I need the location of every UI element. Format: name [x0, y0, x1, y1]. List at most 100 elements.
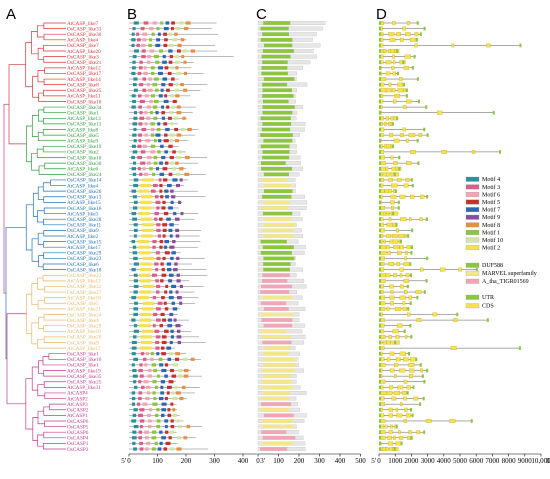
- utr-box: [379, 379, 381, 384]
- utr-box: [415, 38, 418, 42]
- motif-box: [168, 206, 173, 210]
- utr-box: [379, 402, 381, 406]
- gene-structure-panel: [378, 21, 522, 451]
- motif-box: [151, 172, 156, 176]
- cds-box: [397, 178, 402, 182]
- motif-box: [172, 413, 177, 417]
- domain-box: [263, 256, 295, 261]
- motif-box: [170, 66, 175, 70]
- motif-box: [147, 155, 152, 160]
- motif-box: [131, 32, 135, 36]
- motif-box: [131, 318, 136, 322]
- motif-box: [164, 329, 169, 333]
- motif-box: [156, 352, 160, 356]
- motif-box: [142, 228, 154, 232]
- motif-box: [160, 144, 164, 148]
- cds-box: [405, 178, 410, 182]
- motif-box: [140, 150, 146, 154]
- motif-box: [183, 88, 188, 92]
- cds-box: [403, 65, 409, 70]
- motif-box: [158, 94, 163, 98]
- motif-box: [133, 228, 138, 232]
- motif-box: [166, 105, 170, 109]
- motif-box: [157, 447, 162, 451]
- cds-box: [439, 267, 446, 272]
- legend-swatch: [465, 184, 480, 190]
- cds-box: [453, 318, 458, 323]
- motif-box: [133, 223, 138, 227]
- motif-box: [175, 60, 181, 64]
- motif-box: [159, 49, 164, 53]
- gene-label: AtCASP_like4: [67, 38, 99, 44]
- cds-box: [393, 161, 398, 166]
- domain-box: [262, 435, 296, 440]
- domain-box: [263, 391, 290, 395]
- cds-box: [403, 379, 408, 384]
- motif-box: [132, 368, 137, 373]
- domain-box: [262, 340, 292, 345]
- gene-label: AtCASP_like20: [67, 49, 101, 55]
- gene-label: OsCASP_like34: [67, 105, 102, 111]
- cds-box: [380, 21, 384, 25]
- gene-label: OsCASP_like23: [67, 256, 102, 262]
- motif-box: [148, 77, 153, 81]
- gene-label: OsCASP_like8: [67, 82, 99, 88]
- motif-box: [138, 391, 143, 395]
- motif-box: [142, 88, 147, 92]
- motif-box: [155, 111, 159, 115]
- domain-box: [261, 54, 291, 59]
- motif-box: [161, 296, 165, 300]
- motif-box: [133, 178, 139, 182]
- tick-label: 300: [209, 457, 220, 465]
- domain-box: [262, 194, 292, 199]
- domain-box: [262, 82, 288, 87]
- domain-box: [260, 38, 293, 42]
- cds-box: [389, 133, 394, 138]
- motif-box: [162, 228, 167, 232]
- motif-box: [148, 43, 153, 48]
- utr-box: [379, 222, 381, 227]
- motif-box: [161, 340, 167, 345]
- cds-box: [388, 413, 393, 418]
- cds-box: [389, 368, 395, 373]
- gene-label: OsCASP_like26: [67, 189, 102, 195]
- motif-box: [181, 55, 185, 59]
- utr-box: [423, 26, 426, 31]
- motif-box: [170, 161, 174, 165]
- motif-box: [156, 290, 160, 294]
- gene-label: AtCASP3: [67, 402, 88, 408]
- utr-box: [379, 441, 381, 446]
- motif-box: [170, 200, 174, 204]
- motif-box: [167, 318, 173, 322]
- cds-box: [408, 295, 413, 300]
- cds-box: [399, 351, 406, 356]
- cds-box: [392, 54, 395, 59]
- cds-box: [394, 306, 402, 311]
- motif-box: [174, 32, 178, 36]
- cds-box: [407, 312, 411, 317]
- motif-box: [183, 436, 188, 440]
- motif-box: [175, 94, 180, 98]
- utr-box: [456, 312, 459, 317]
- motif-box: [133, 127, 137, 132]
- motif-box: [164, 94, 168, 98]
- cds-box: [409, 37, 416, 42]
- tick-label: 6000: [469, 457, 484, 465]
- domain-box: [262, 228, 294, 233]
- cds-box: [389, 351, 395, 356]
- motif-box: [133, 234, 137, 238]
- motif-box: [171, 251, 176, 255]
- motif-box: [154, 385, 159, 389]
- cds-box: [383, 49, 387, 53]
- motif-box: [147, 88, 153, 92]
- motif-box: [174, 262, 178, 266]
- tree-branch: [42, 263, 66, 270]
- cds-box: [388, 430, 393, 435]
- gene-label: AtCASP_like3: [67, 211, 99, 217]
- cds-box: [406, 245, 411, 250]
- cds-box: [396, 413, 403, 418]
- legend-swatch: [465, 222, 480, 228]
- motif-box: [131, 396, 136, 401]
- cds-box: [397, 385, 404, 390]
- motif-box: [159, 172, 165, 176]
